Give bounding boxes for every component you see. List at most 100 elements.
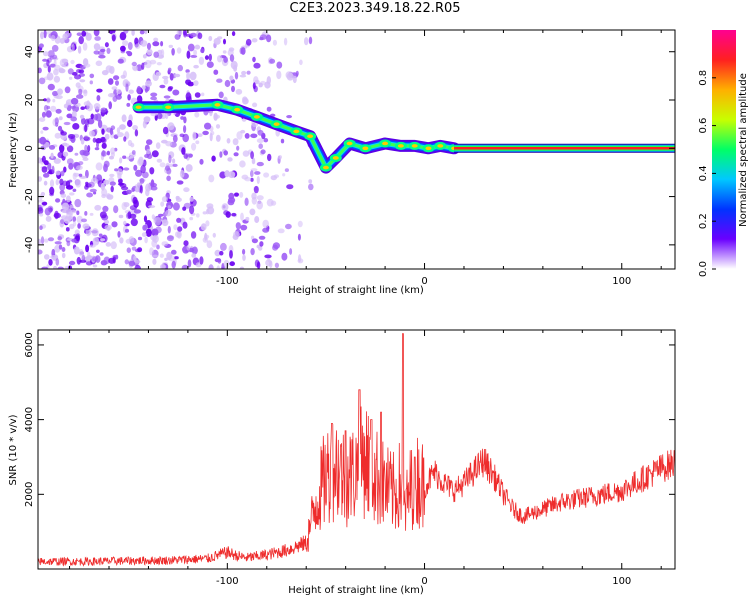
noise-blob <box>69 76 73 80</box>
noise-blob <box>78 161 84 166</box>
noise-blob <box>52 98 56 103</box>
noise-blob <box>110 152 115 158</box>
noise-blob <box>186 244 191 251</box>
noise-blob <box>240 47 246 55</box>
noise-blob <box>79 149 86 156</box>
noise-blob <box>59 58 67 67</box>
noise-blob <box>256 138 264 144</box>
noise-blob <box>232 138 239 146</box>
noise-blob <box>60 131 67 136</box>
noise-blob <box>63 121 71 126</box>
noise-blob <box>48 259 53 266</box>
noise-blob <box>229 261 235 267</box>
noise-blob <box>65 143 70 148</box>
noise-blob <box>161 219 169 227</box>
noise-blob <box>152 41 160 47</box>
noise-blob <box>38 199 45 203</box>
noise-blob <box>244 133 250 139</box>
noise-blob <box>212 232 216 238</box>
noise-blob <box>49 186 55 195</box>
noise-blob <box>206 61 214 68</box>
noise-blob <box>137 247 143 253</box>
noise-blob <box>121 114 127 123</box>
noise-blob <box>201 92 205 97</box>
ridge-core <box>273 122 280 126</box>
noise-blob <box>39 213 44 217</box>
noise-blob <box>185 164 193 172</box>
noise-blob <box>76 215 83 224</box>
noise-blob <box>156 112 163 120</box>
ridge-core <box>214 103 221 107</box>
noise-blob <box>213 112 218 121</box>
x-tick-label: 0 <box>421 276 427 287</box>
noise-blob <box>117 58 124 64</box>
noise-blob <box>142 120 147 129</box>
noise-blob <box>39 194 43 201</box>
noise-blob <box>139 30 145 35</box>
noise-blob <box>115 254 119 260</box>
noise-blob <box>179 169 185 178</box>
noise-blob <box>38 43 44 48</box>
y-tick-label: -40 <box>24 237 35 253</box>
noise-blob <box>165 209 172 217</box>
noise-blob <box>208 174 215 183</box>
noise-blob <box>92 237 100 246</box>
noise-blob <box>145 228 152 237</box>
noise-blob <box>240 224 248 231</box>
noise-blob <box>182 206 187 211</box>
noise-blob <box>76 94 84 99</box>
noise-blob <box>41 266 49 269</box>
noise-blob <box>89 73 95 79</box>
noise-blob <box>61 202 70 211</box>
colorbar-tick-label: 0.2 <box>698 213 709 229</box>
snr-series <box>38 333 675 567</box>
noise-blob <box>204 122 212 130</box>
noise-blob <box>259 241 264 247</box>
noise-blob <box>249 208 256 216</box>
noise-blob <box>68 265 73 269</box>
noise-blob <box>77 223 81 229</box>
noise-blob <box>150 96 158 101</box>
noise-blob <box>295 70 299 76</box>
noise-blob <box>239 266 245 269</box>
noise-blob <box>181 264 189 269</box>
noise-blob <box>145 80 152 87</box>
noise-blob <box>107 78 114 85</box>
noise-blob <box>213 69 219 75</box>
noise-blob <box>262 219 270 229</box>
y-tick-label: -20 <box>24 188 35 204</box>
noise-blob <box>299 59 303 66</box>
noise-blob <box>40 236 45 245</box>
noise-blob <box>189 205 195 215</box>
noise-blob <box>186 50 191 59</box>
noise-blob <box>93 103 101 110</box>
noise-blob <box>185 79 192 85</box>
noise-blob <box>224 79 231 88</box>
noise-blob <box>89 80 94 85</box>
noise-blob <box>235 88 243 95</box>
noise-blob <box>149 167 155 175</box>
noise-blob <box>50 152 54 159</box>
noise-blob <box>146 148 151 155</box>
noise-blob <box>138 156 144 165</box>
noise-blob <box>221 203 229 211</box>
noise-blob <box>66 145 74 153</box>
noise-blob <box>96 249 100 253</box>
noise-blob <box>162 126 169 135</box>
noise-blob <box>64 86 71 94</box>
noise-blob <box>47 237 55 242</box>
noise-blob <box>54 241 62 245</box>
noise-blob <box>89 212 94 216</box>
noise-blob <box>160 41 164 47</box>
noise-blob <box>227 157 233 162</box>
noise-blob <box>269 58 276 64</box>
ridge-core <box>437 144 444 148</box>
noise-blob <box>164 257 168 262</box>
noise-blob <box>128 89 134 94</box>
noise-blob <box>103 160 110 168</box>
noise-blob <box>113 205 119 214</box>
noise-blob <box>144 30 148 35</box>
noise-blob <box>250 133 258 139</box>
ridge-core <box>293 129 300 134</box>
